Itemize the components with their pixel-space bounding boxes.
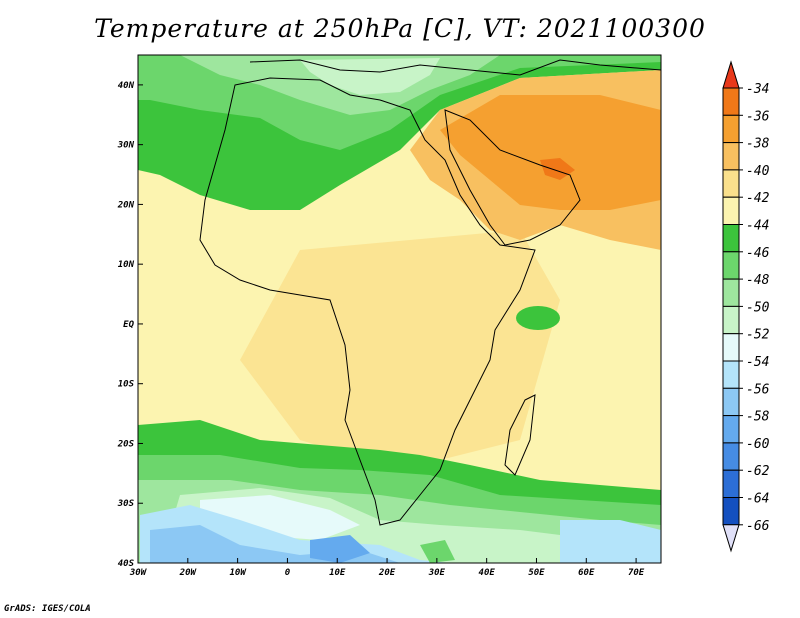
y-tick-label: 10N (118, 260, 135, 270)
y-tick-label: 30N (117, 141, 135, 151)
colorbar-box (722, 469, 740, 499)
colorbar-label: -62 (746, 464, 770, 479)
colorbar-box (722, 333, 740, 362)
colorbar-box (722, 360, 740, 389)
x-tick-label: 30E (428, 568, 446, 578)
colorbar-label: -46 (746, 246, 770, 261)
y-tick-label: 40N (118, 81, 135, 91)
colorbar-label: -36 (746, 109, 770, 124)
colorbar-box (722, 196, 740, 225)
chart-title: Temperature at 250hPa [C], VT: 202110030… (94, 14, 706, 43)
y-tick-label: 20N (117, 200, 135, 210)
colorbar-label: -64 (746, 492, 769, 507)
y-tick-label: EQ (123, 320, 134, 330)
x-tick-label: 20W (179, 568, 198, 578)
map-frame (137, 54, 662, 564)
colorbar-box (722, 387, 740, 417)
y-tick-label: 20S (117, 439, 135, 449)
colorbar-box (722, 305, 740, 335)
temperature-field (138, 55, 661, 563)
y-tick-label: 10S (118, 380, 135, 390)
colorbar-label: -58 (746, 410, 770, 425)
europe-coastline (249, 59, 661, 76)
colorbar: -34 -36 -38 -40 -42 -44 -46 -48 -50 -52 -54 -56 -58 -… (722, 60, 770, 553)
colorbar-label: -54 (746, 355, 769, 370)
colorbar-bottom-cap (722, 524, 740, 553)
x-tick-label: 10W (229, 568, 247, 578)
colorbar-box (722, 142, 740, 171)
x-tick-label: 40E (479, 568, 496, 578)
colorbar-label: -48 (746, 273, 770, 288)
colorbar-box (722, 87, 740, 116)
x-tick-label: 20E (378, 568, 396, 578)
colorbar-label: -44 (746, 219, 769, 234)
x-tick-label: 30W (129, 568, 148, 578)
colorbar-box (722, 114, 740, 144)
y-axis: 40N 30N 20N 10N EQ 10S 20S 30S 40S (117, 81, 143, 569)
colorbar-label: -38 (746, 137, 770, 152)
x-tick-label: 70E (628, 568, 645, 578)
colorbar-label: -34 (746, 82, 769, 97)
x-tick-label: 0 (285, 568, 291, 578)
colorbar-box (722, 169, 740, 198)
colorbar-box (722, 278, 740, 307)
colorbar-box (722, 415, 740, 444)
colorbar-label: -66 (746, 519, 770, 534)
colorbar-box (722, 224, 740, 253)
colorbar-label: -42 (746, 191, 770, 206)
arabia-coastline (444, 109, 581, 246)
africa-coastline (199, 77, 536, 526)
colorbar-label: -56 (746, 382, 770, 397)
footer-credit: GrADS: IGES/COLA (4, 604, 91, 614)
colorbar-label: -60 (746, 437, 770, 452)
colorbar-top-cap (722, 60, 740, 89)
x-tick-label: 50E (528, 568, 545, 578)
x-tick-label: 10E (329, 568, 346, 578)
y-tick-label: 30S (117, 499, 135, 509)
x-axis: 30W 20W 10W 0 10E 20E 30E 40E 50E 60E 70E (129, 558, 645, 578)
colorbar-label: -50 (746, 300, 770, 315)
x-tick-label: 60E (578, 568, 595, 578)
colorbar-box (722, 497, 740, 526)
y-tick-label: 40S (118, 559, 135, 569)
colorbar-label: -40 (746, 164, 770, 179)
colorbar-box (722, 442, 740, 471)
colorbar-label: -52 (746, 328, 770, 343)
madagascar-coastline (504, 394, 536, 476)
colorbar-box (722, 251, 740, 280)
coastlines (199, 59, 661, 526)
